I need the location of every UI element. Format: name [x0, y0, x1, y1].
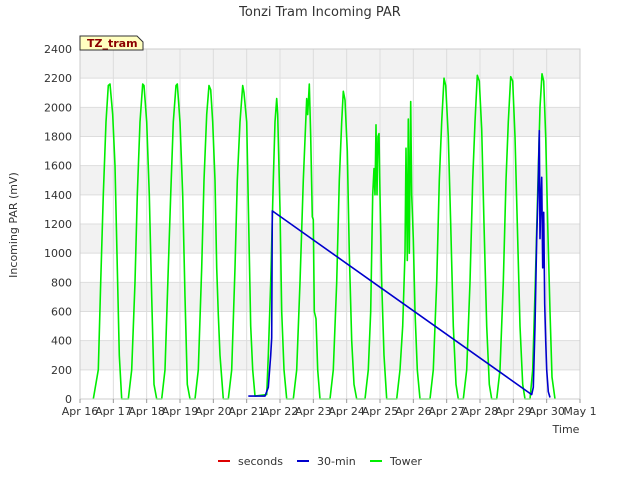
series-line-30-min [248, 129, 551, 398]
plot-band [80, 311, 580, 341]
x-tick-label: Apr 19 [162, 405, 199, 418]
y-tick-label: 0 [65, 393, 72, 406]
plot-band [80, 78, 580, 108]
x-tick-label: Apr 26 [395, 405, 432, 418]
legend-label-seconds: seconds [238, 455, 283, 468]
x-tick-label: Apr 21 [228, 405, 265, 418]
plot-band [80, 165, 580, 195]
x-tick-label: Apr 30 [528, 405, 565, 418]
legend: seconds 30-min Tower [218, 455, 422, 468]
y-tick-label: 2000 [44, 101, 72, 114]
plot-band [80, 107, 580, 137]
chart-title: Tonzi Tram Incoming PAR [238, 5, 401, 20]
site-badge-box [79, 35, 144, 51]
plot-band [80, 224, 580, 254]
plot-band [80, 282, 580, 312]
x-tick-label: Apr 18 [128, 405, 165, 418]
y-tick-label: 2400 [44, 43, 72, 56]
y-tick-label: 1600 [44, 160, 72, 173]
series-layer [92, 73, 556, 400]
plot-bands [80, 49, 580, 399]
plot-frame [79, 48, 581, 400]
y-tick-label: 1000 [44, 247, 72, 260]
x-tick-label: Apr 20 [195, 405, 232, 418]
y-tick-label: 200 [51, 364, 72, 377]
y-tick-label: 600 [51, 306, 72, 319]
x-tick-label: Apr 16 [62, 405, 99, 418]
x-tick-label: Apr 28 [462, 405, 499, 418]
site-badge: TZ_tram [79, 35, 144, 51]
y-axis-label: Incoming PAR (mV) [7, 172, 20, 278]
y-tick-label: 1800 [44, 131, 72, 144]
y-tick-label: 2200 [44, 72, 72, 85]
x-tick-label: Apr 25 [362, 405, 399, 418]
x-tick-label: Apr 17 [95, 405, 132, 418]
x-tick-label: Apr 29 [495, 405, 532, 418]
x-tick-label: Apr 24 [328, 405, 365, 418]
plot-band [80, 194, 580, 224]
x-axis-label: Time [552, 423, 580, 436]
y-tick-label: 800 [51, 276, 72, 289]
plot-band [80, 136, 580, 166]
plot-band [80, 49, 580, 79]
legend-label-tower: Tower [389, 455, 422, 468]
series-line-tower [92, 73, 556, 400]
y-tick-label: 1400 [44, 189, 72, 202]
y-axis-ticks: 0 200 400 600 800 1000 1200 1400 1600 1800 2000 220… [44, 43, 72, 406]
plot-band [80, 340, 580, 370]
site-badge-label: TZ_tram [87, 37, 138, 50]
x-tick-label: Apr 27 [428, 405, 465, 418]
legend-label-30-min: 30-min [317, 455, 356, 468]
y-tick-label: 400 [51, 335, 72, 348]
plot-band [80, 253, 580, 283]
y-tick-label: 1200 [44, 218, 72, 231]
x-tick-label: Apr 22 [262, 405, 299, 418]
x-tick-label: May 1 [563, 405, 596, 418]
x-tick-label: Apr 23 [295, 405, 332, 418]
